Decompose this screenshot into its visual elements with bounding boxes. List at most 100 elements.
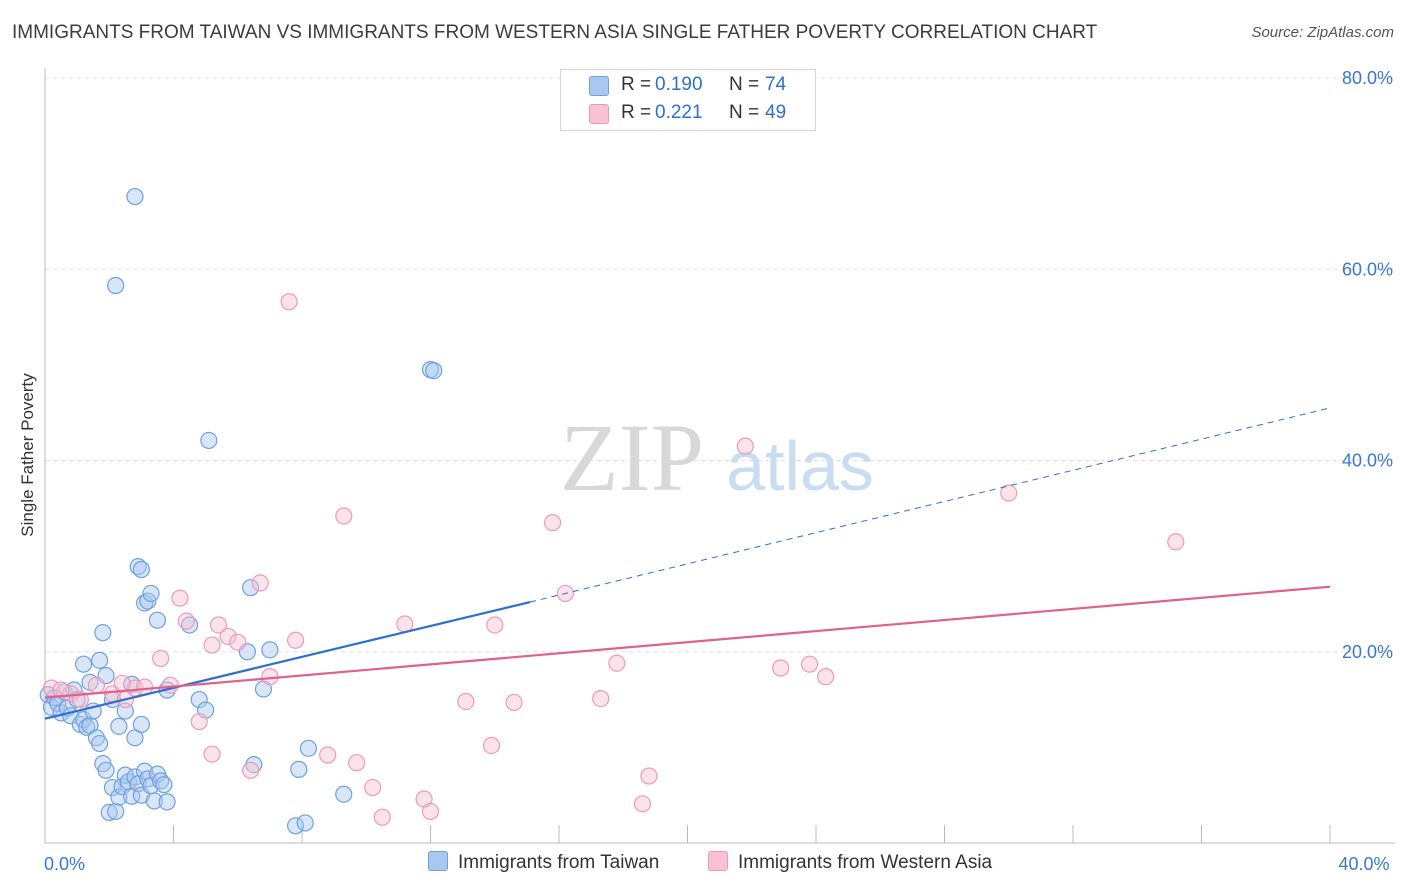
western-asia-point bbox=[219, 627, 237, 646]
taiwan-point bbox=[158, 793, 176, 811]
taiwan-point bbox=[190, 690, 208, 709]
taiwan-point bbox=[126, 187, 144, 206]
source-credit: Source: ZipAtlas.com bbox=[1251, 24, 1394, 41]
y-tick-label: 80.0% bbox=[1342, 68, 1393, 88]
legend-item-western-asia: Immigrants from Western Asia bbox=[708, 851, 992, 874]
taiwan-trend-extension bbox=[529, 407, 1331, 603]
taiwan-point bbox=[107, 276, 125, 295]
western-asia-point bbox=[772, 659, 790, 677]
western-asia-point bbox=[203, 745, 221, 763]
taiwan-point bbox=[299, 739, 318, 757]
taiwan-trend-line bbox=[44, 600, 531, 720]
taiwan-point bbox=[296, 814, 314, 832]
western-asia-point bbox=[87, 676, 106, 694]
taiwan-point bbox=[290, 760, 308, 778]
taiwan-point bbox=[132, 715, 150, 734]
western-asia-point bbox=[817, 668, 835, 686]
correlation-legend: R = 0.190 N = 74 R = 0.221 N = 49 bbox=[560, 69, 816, 131]
western-asia-point bbox=[152, 649, 170, 668]
tick-labels: 20.0% 40.0% 60.0% 80.0% 0.0% 40.0% bbox=[44, 68, 1393, 874]
n-label: N = bbox=[729, 74, 760, 95]
r-value: 0.221 bbox=[655, 102, 703, 123]
y-tick-label: 40.0% bbox=[1342, 451, 1393, 471]
western-asia-point bbox=[640, 767, 658, 785]
western-asia-point bbox=[482, 736, 501, 755]
western-asia-point bbox=[203, 636, 221, 654]
y-tick-label: 60.0% bbox=[1342, 259, 1393, 279]
points bbox=[39, 187, 1185, 835]
legend-label-western-asia: Immigrants from Western Asia bbox=[738, 852, 993, 873]
western-asia-point bbox=[421, 802, 440, 821]
taiwan-point bbox=[110, 717, 128, 735]
western-asia-point bbox=[592, 690, 610, 708]
trend-lines bbox=[44, 407, 1331, 720]
western-asia-point bbox=[457, 692, 475, 711]
taiwan-swatch bbox=[589, 76, 609, 96]
western-asia-point bbox=[242, 761, 260, 779]
watermark-zip: ZIP bbox=[560, 404, 704, 511]
western-asia-swatch bbox=[589, 104, 609, 124]
western-asia-point bbox=[396, 615, 414, 633]
western-asia-point bbox=[348, 754, 366, 772]
y-tick-label: 20.0% bbox=[1342, 642, 1393, 662]
western-asia-point bbox=[486, 616, 504, 634]
taiwan-point bbox=[107, 802, 125, 821]
western-asia-swatch bbox=[708, 851, 728, 871]
taiwan-point bbox=[94, 624, 112, 642]
x-tick-label: 0.0% bbox=[44, 854, 85, 874]
n-value: 74 bbox=[765, 74, 787, 95]
taiwan-point bbox=[425, 362, 443, 380]
western-asia-point bbox=[608, 654, 626, 672]
western-asia-point bbox=[113, 674, 131, 692]
western-asia-point bbox=[633, 795, 652, 813]
western-asia-point bbox=[373, 808, 391, 826]
taiwan-point bbox=[200, 431, 218, 450]
chart-title: IMMIGRANTS FROM TAIWAN VS IMMIGRANTS FRO… bbox=[12, 22, 1098, 43]
taiwan-point bbox=[132, 560, 150, 579]
western-asia-trend-line bbox=[44, 585, 1331, 699]
western-asia-point bbox=[52, 681, 70, 699]
western-asia-point bbox=[251, 574, 269, 592]
western-asia-point bbox=[335, 507, 353, 525]
grid bbox=[45, 77, 1395, 653]
taiwan-point bbox=[100, 803, 118, 822]
n-value: 49 bbox=[765, 102, 787, 123]
n-label: N = bbox=[729, 102, 760, 123]
taiwan-swatch bbox=[428, 851, 448, 871]
western-asia-point bbox=[319, 746, 337, 764]
western-asia-point bbox=[800, 655, 819, 673]
legend-label-taiwan: Immigrants from Taiwan bbox=[458, 852, 660, 873]
western-asia-point bbox=[543, 514, 562, 532]
western-asia-point bbox=[364, 778, 382, 797]
taiwan-point bbox=[261, 641, 279, 659]
taiwan-point bbox=[91, 734, 109, 753]
x-tick-label: 40.0% bbox=[1338, 854, 1389, 874]
axes bbox=[44, 68, 1395, 844]
western-asia-point bbox=[261, 668, 279, 686]
western-asia-point bbox=[1000, 484, 1018, 502]
r-label: R = bbox=[621, 74, 652, 95]
taiwan-point bbox=[155, 776, 173, 794]
western-asia-point bbox=[229, 633, 247, 651]
taiwan-point bbox=[145, 792, 163, 810]
western-asia-point bbox=[286, 631, 305, 649]
western-asia-point bbox=[171, 589, 189, 607]
western-asia-point bbox=[280, 293, 298, 311]
taiwan-point bbox=[110, 788, 128, 806]
western-asia-point bbox=[177, 612, 195, 630]
legend-row-western-asia: R = 0.221 N = 49 bbox=[561, 101, 815, 127]
taiwan-point bbox=[97, 761, 115, 779]
r-label: R = bbox=[621, 102, 652, 123]
western-asia-point bbox=[209, 616, 228, 634]
taiwan-point bbox=[286, 817, 305, 835]
taiwan-point bbox=[335, 785, 353, 803]
western-asia-point bbox=[736, 437, 754, 455]
watermark: ZIP atlas bbox=[560, 404, 874, 511]
western-asia-point bbox=[1167, 533, 1185, 551]
taiwan-point bbox=[74, 655, 93, 673]
legend-item-taiwan: Immigrants from Taiwan bbox=[428, 851, 659, 874]
taiwan-point bbox=[142, 584, 160, 603]
taiwan-point bbox=[129, 558, 147, 576]
taiwan-point bbox=[242, 579, 260, 597]
